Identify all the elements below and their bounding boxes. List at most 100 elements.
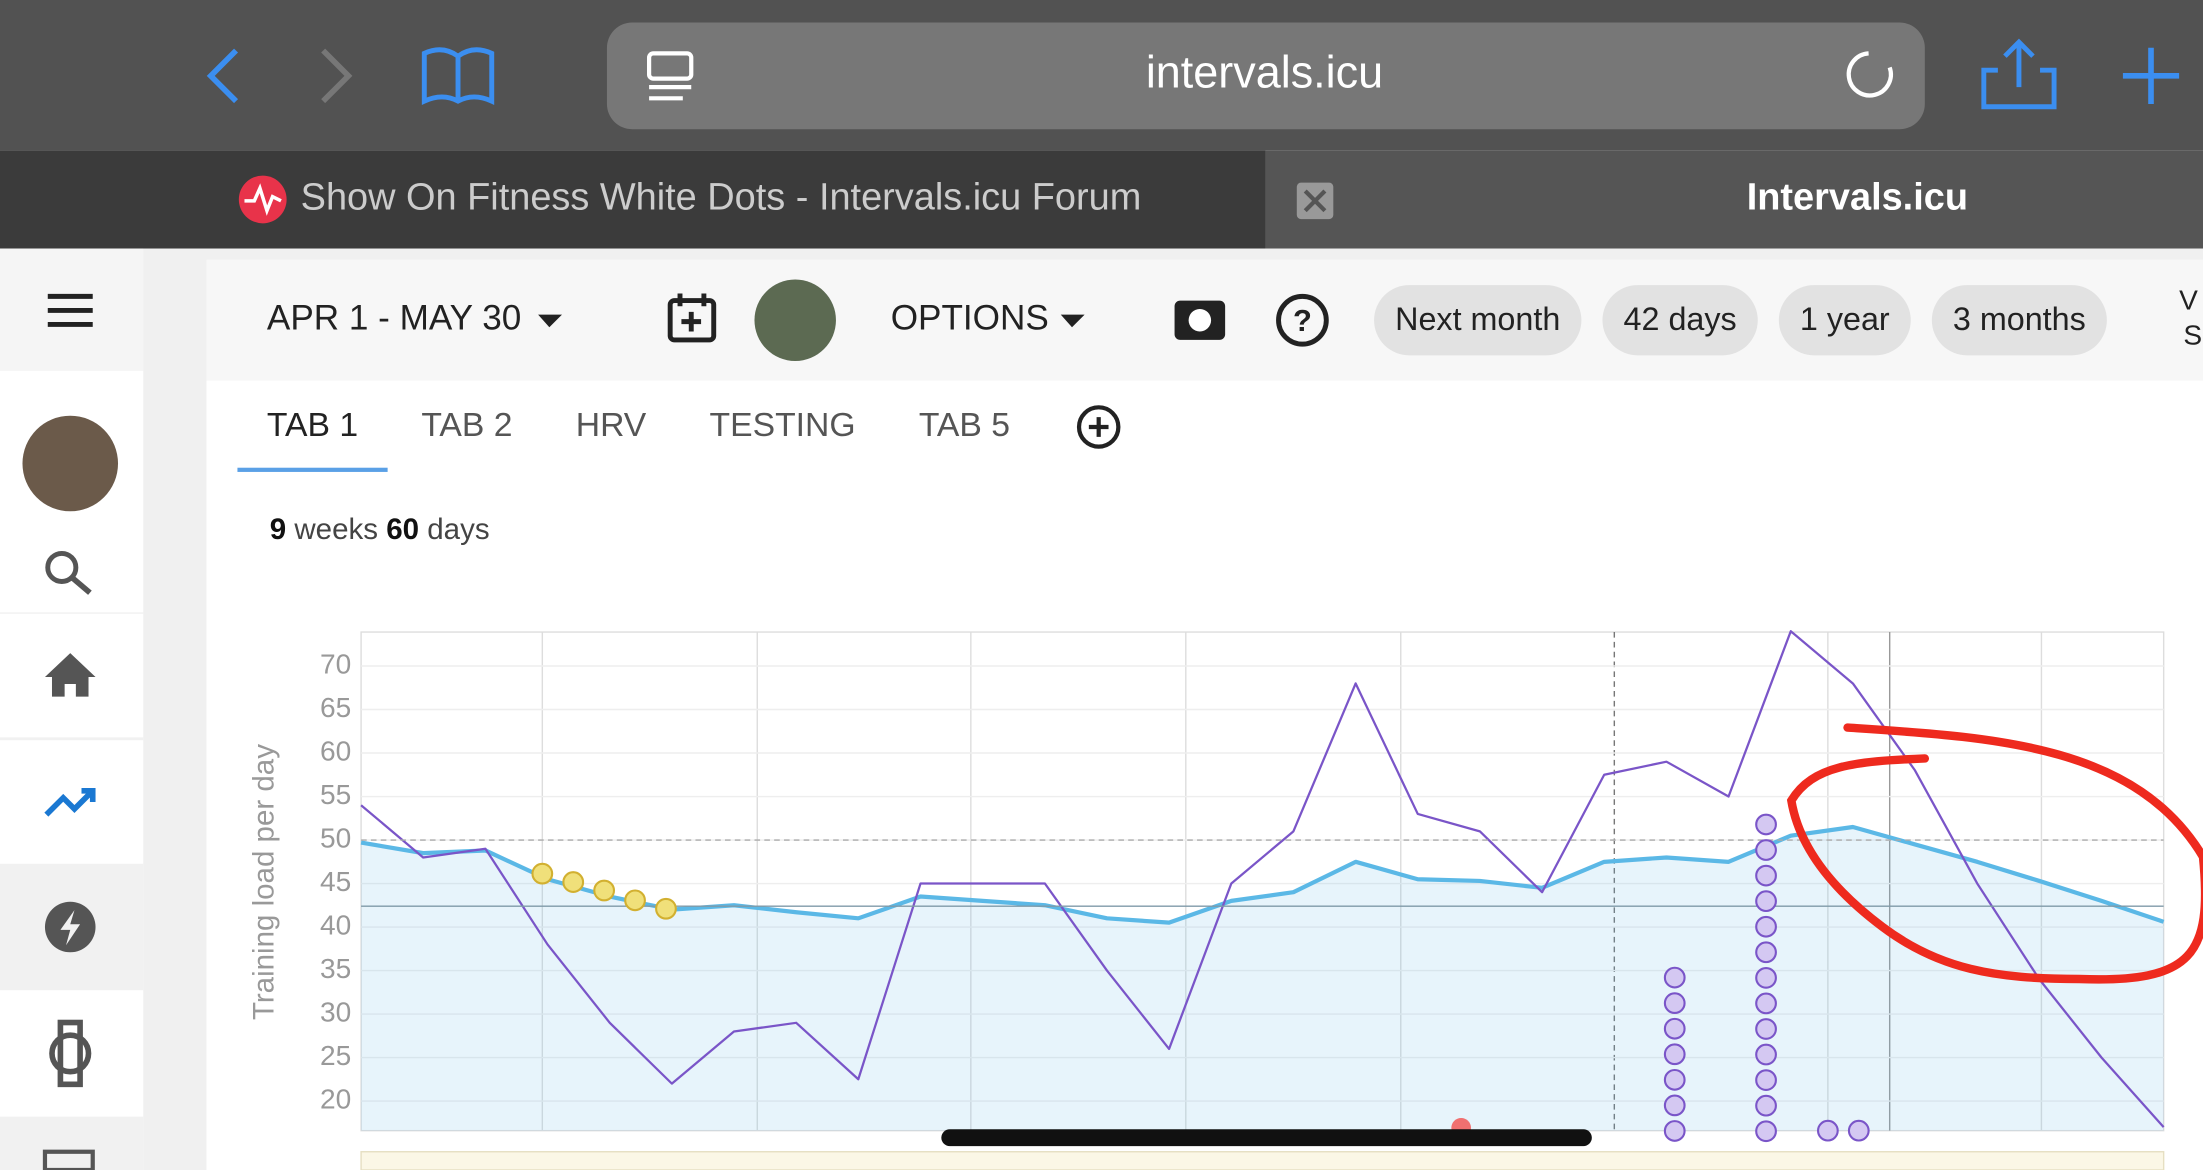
help-mark: ?: [1293, 303, 1312, 338]
y-tick-label: 25: [320, 1040, 351, 1071]
marker-dot: [624, 889, 646, 912]
activity-dot: [1663, 1043, 1686, 1066]
activity-dot: [1755, 1094, 1777, 1117]
chart: 20 25 30 35 40 45 50 55 60 65 70: [320, 630, 2203, 1143]
activity-dot: [1755, 1120, 1777, 1143]
fitness-button[interactable]: [44, 787, 96, 817]
activity-dot: [1755, 813, 1777, 836]
activity-dot: [1755, 1018, 1777, 1040]
range-button[interactable]: [1374, 285, 1582, 356]
activity-dot: [1663, 992, 1686, 1015]
profile-avatar[interactable]: [22, 415, 119, 512]
help-button[interactable]: [1276, 293, 1329, 347]
activity-dot: [1755, 915, 1777, 938]
new-tab-button[interactable]: [2122, 47, 2180, 104]
athlete-avatar[interactable]: [754, 279, 836, 361]
activity-dot: [1755, 1043, 1777, 1066]
date-range[interactable]: APR 1 - MAY 30: [267, 299, 521, 338]
tab-bar: TAB 1 TAB 2 HRV TESTING TAB 5: [237, 406, 1010, 472]
range-label: Next month: [1395, 301, 1560, 337]
activity-dot: [1816, 1119, 1839, 1142]
search-button[interactable]: [45, 550, 79, 584]
marker-dot: [531, 862, 554, 885]
activity-dot: [1755, 966, 1777, 989]
close-x: [1303, 189, 1327, 213]
activity-dot: [1663, 966, 1686, 989]
range-button[interactable]: [1602, 285, 1758, 356]
add-tab[interactable]: [1076, 405, 1121, 449]
camera-lens: [1188, 309, 1212, 332]
tab[interactable]: HRV: [576, 406, 647, 444]
marker-dot: [593, 879, 616, 902]
tab[interactable]: TAB 1: [267, 406, 358, 444]
table-button[interactable]: [42, 1149, 95, 1170]
marker-dot: [562, 871, 585, 893]
tab[interactable]: TAB 2: [421, 406, 512, 444]
reader-icon[interactable]: [646, 51, 694, 101]
tab[interactable]: TAB 5: [919, 406, 1010, 444]
reload-button[interactable]: [1846, 51, 1893, 98]
range-label: 1 year: [1800, 301, 1890, 337]
weeks-label: weeks: [293, 513, 378, 546]
y-tick-label: 65: [320, 692, 351, 723]
activity-dot: [1663, 1120, 1686, 1142]
y-tick-label: 70: [320, 648, 351, 679]
area: [361, 827, 2164, 1131]
line: [360, 630, 2165, 1128]
range-button[interactable]: [1778, 285, 1911, 356]
calendar-plus: [677, 293, 707, 332]
tab[interactable]: TESTING: [710, 406, 856, 444]
y-tick-label: 35: [320, 953, 351, 984]
activity-dot: [1755, 839, 1777, 861]
tab-active[interactable]: [1265, 150, 2203, 249]
y-tick-label: 50: [320, 822, 351, 853]
y-tick-label: 40: [320, 909, 351, 940]
activity-dot: [1755, 941, 1777, 964]
tab-title: Intervals.icu: [1747, 176, 1968, 218]
range-button[interactable]: [1931, 285, 2107, 356]
annotation-circle: [1786, 723, 2203, 984]
home-button[interactable]: [44, 653, 96, 697]
y-tick-label: 20: [320, 1084, 351, 1115]
favicon-pulse: [244, 183, 282, 216]
back-button[interactable]: [206, 48, 239, 104]
sidebar-item: [0, 990, 144, 1117]
range-label: 3 months: [1953, 301, 2086, 337]
clipped-button: S: [2183, 320, 2202, 351]
y-tick-label: 30: [320, 996, 351, 1027]
options-menu[interactable]: OPTIONS: [891, 299, 1049, 338]
activity-dot: [1755, 992, 1777, 1015]
share-button[interactable]: [1981, 38, 2057, 110]
forward-button[interactable]: [321, 48, 353, 104]
y-tick-label: 55: [320, 779, 351, 810]
y-tick-label: 60: [320, 735, 351, 766]
calendar-button[interactable]: [667, 298, 717, 343]
tab-inactive[interactable]: [0, 150, 1266, 249]
address-bar[interactable]: [606, 22, 1925, 130]
tab-indicator: [237, 467, 388, 472]
bookmarks-button[interactable]: [421, 47, 495, 105]
activity-dot: [1755, 864, 1777, 887]
search-handle: [69, 575, 92, 595]
activity-dot: [1755, 1069, 1777, 1091]
activity-dot: [1663, 1094, 1686, 1117]
summary: 9 weeks 60 days: [270, 513, 490, 546]
clipped-button: V: [2179, 284, 2198, 315]
bolt: [60, 910, 81, 946]
activity-dot: [1663, 1017, 1686, 1040]
plot-area: [360, 631, 2165, 1132]
activity-dot: [1847, 1119, 1870, 1142]
url: intervals.icu: [1146, 47, 1383, 98]
activity-dot: [1663, 1068, 1686, 1091]
activity-dot: [1755, 890, 1777, 913]
menu-button[interactable]: [47, 293, 93, 327]
lower-chart: [360, 1151, 2165, 1170]
watch-button[interactable]: [49, 1032, 92, 1075]
weeks-count: 9: [270, 513, 286, 546]
add-tab-plus: [1088, 417, 1109, 437]
range-label: 42 days: [1624, 301, 1737, 337]
days-count: 60: [386, 513, 419, 546]
sidebar-item: [0, 740, 144, 864]
